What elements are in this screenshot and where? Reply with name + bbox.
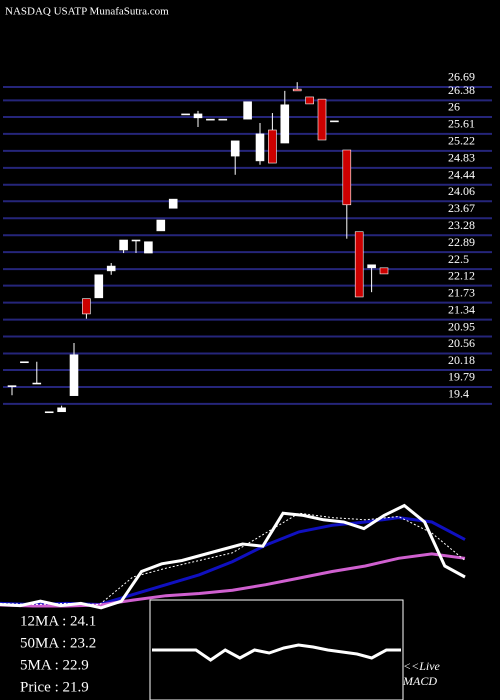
- series-line: [152, 643, 401, 662]
- candle-body: [379, 267, 389, 275]
- candle-body: [206, 118, 215, 121]
- candle-body: [292, 88, 302, 92]
- series-line: [0, 552, 466, 608]
- candle-body: [193, 113, 203, 119]
- chart-title: NASDAQ USATP MunafaSutra.com: [5, 6, 169, 18]
- y-tick-label: 24.06: [448, 184, 475, 198]
- y-tick-label: 20.95: [448, 319, 475, 333]
- legend-label: 50MA : 23.2: [20, 635, 96, 651]
- y-tick-label: 21.34: [448, 302, 475, 316]
- candle-body: [280, 104, 290, 144]
- legend-label: 12MA : 24.1: [20, 613, 96, 629]
- candle-body: [94, 274, 104, 299]
- y-tick-label: 20.56: [448, 336, 475, 350]
- candle-body: [367, 264, 376, 269]
- y-tick-label: 26.38: [448, 83, 475, 97]
- y-tick-label: 24.83: [448, 151, 475, 165]
- candle-body: [354, 231, 364, 298]
- y-tick-label: 19.4: [448, 387, 469, 401]
- candle-body: [119, 239, 128, 251]
- live-label: <<Live: [403, 659, 441, 673]
- y-tick-label: 26.69: [448, 70, 475, 84]
- y-tick-label: 25.61: [448, 117, 475, 131]
- candle-body: [82, 298, 91, 315]
- candle-body: [106, 265, 116, 272]
- legend-label: 5MA : 22.9: [20, 657, 89, 673]
- candle-body: [69, 354, 79, 396]
- y-tick-label: 19.79: [448, 370, 475, 384]
- candle-body: [32, 382, 42, 385]
- legend-label: Price : 21.9: [20, 679, 89, 695]
- candle-body: [218, 118, 228, 121]
- candle-body: [330, 120, 339, 123]
- candle-body: [7, 385, 17, 387]
- y-tick-label: 22.12: [448, 268, 475, 282]
- candle-body: [168, 198, 178, 209]
- candle-body: [317, 98, 327, 141]
- candle-body: [268, 129, 277, 164]
- candle-body: [57, 407, 66, 413]
- candle-body: [255, 133, 265, 162]
- y-tick-label: 24.44: [448, 168, 475, 182]
- candle-body: [131, 239, 141, 242]
- candle-body: [305, 96, 314, 105]
- y-tick-label: 22.89: [448, 235, 475, 249]
- candle-body: [44, 411, 54, 414]
- macd-label: MACD: [402, 674, 437, 688]
- y-tick-label: 21.73: [448, 285, 475, 299]
- candle-body: [156, 219, 166, 232]
- candle-body: [144, 241, 153, 254]
- y-tick-label: 22.5: [448, 252, 469, 266]
- y-tick-label: 23.28: [448, 218, 475, 232]
- candle-body: [243, 101, 252, 120]
- candle-body: [342, 149, 352, 206]
- series-line: [0, 503, 466, 610]
- y-tick-label: 25.22: [448, 134, 475, 148]
- macd-panel: [149, 599, 404, 700]
- y-tick-label: 26: [448, 100, 460, 114]
- y-tick-label: 23.67: [448, 201, 475, 215]
- candle-body: [181, 113, 190, 116]
- candle-body: [20, 361, 29, 364]
- y-tick-label: 20.18: [448, 353, 475, 367]
- candle-body: [230, 140, 240, 157]
